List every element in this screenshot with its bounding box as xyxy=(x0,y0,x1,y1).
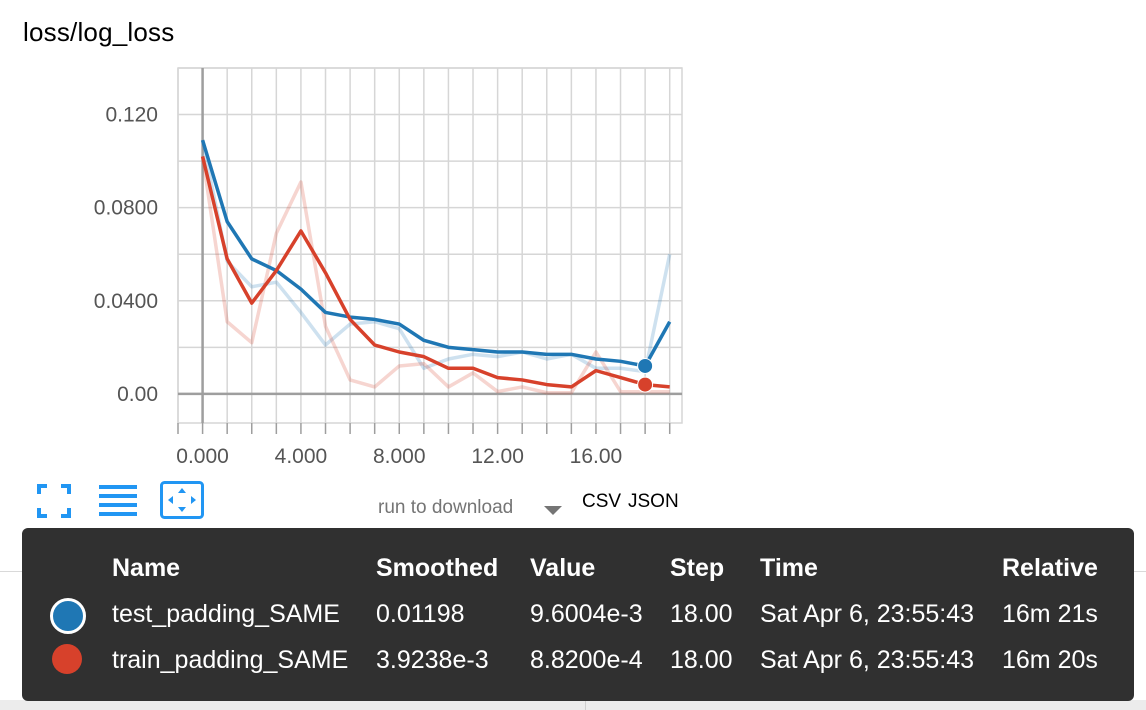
row-value: 9.6004e-3 xyxy=(530,600,643,628)
header-step: Step xyxy=(670,554,725,582)
header-time: Time xyxy=(760,554,818,582)
smoothed-series-line xyxy=(200,156,670,389)
header-value: Value xyxy=(530,554,596,582)
header-smoothed: Smoothed xyxy=(376,554,499,582)
row-name: train_padding_SAME xyxy=(112,646,349,674)
chart-series xyxy=(200,139,672,395)
row-step: 18.00 xyxy=(670,646,733,674)
row-name: test_padding_SAME xyxy=(112,600,340,628)
x-tick-label: 16.00 xyxy=(570,445,623,468)
chart-title: loss/log_loss xyxy=(23,17,175,47)
y-tick-label: 0.0800 xyxy=(94,197,158,220)
expand-icon[interactable] xyxy=(36,483,72,519)
row-smoothed: 3.9238e-3 xyxy=(376,646,489,674)
series-color-swatch xyxy=(52,644,82,674)
y-tick-label: 0.00 xyxy=(117,383,158,406)
highlight-point xyxy=(637,357,654,374)
smoothed-series-line xyxy=(200,139,672,368)
run-download-select[interactable]: run to download xyxy=(377,493,567,530)
x-tick-label: 8.000 xyxy=(373,445,426,468)
y-tick-label: 0.0400 xyxy=(94,290,158,313)
highlight-point xyxy=(637,376,654,393)
chart-plot[interactable]: 0.000 4.000 8.000 12.00 16.00 0.00 0.0400 0.080… xyxy=(0,0,1146,470)
row-time: Sat Apr 6, 23:55:43 xyxy=(760,646,975,674)
row-smoothed: 0.01198 xyxy=(376,600,465,628)
chart-axes xyxy=(177,68,682,434)
dropdown-caret-icon xyxy=(544,506,562,515)
footer-strip xyxy=(0,700,1146,710)
series-color-swatch xyxy=(50,598,86,634)
plot-border xyxy=(177,67,683,424)
header-relative: Relative xyxy=(1002,554,1098,582)
chart-tick-labels: 0.000 4.000 8.000 12.00 16.00 0.00 0.0400 0.080… xyxy=(94,104,622,468)
row-step: 18.00 xyxy=(670,600,733,628)
x-tick-label: 12.00 xyxy=(471,445,524,468)
download-csv-link[interactable]: CSV xyxy=(582,491,622,512)
download-json-link[interactable]: JSON xyxy=(628,491,679,512)
row-value: 8.8200e-4 xyxy=(530,646,643,674)
run-select-label: run to download xyxy=(378,497,514,518)
x-tick-label: 0.000 xyxy=(176,445,229,468)
data-tooltip: Name Smoothed Value Step Time Relative t… xyxy=(22,528,1134,701)
header-name: Name xyxy=(112,554,181,582)
y-tick-label: 0.120 xyxy=(105,104,158,127)
x-tick-label: 4.000 xyxy=(275,445,328,468)
fit-domain-icon[interactable] xyxy=(160,481,204,519)
row-time: Sat Apr 6, 23:55:43 xyxy=(760,600,975,628)
list-icon[interactable] xyxy=(98,483,138,519)
row-relative: 16m 20s xyxy=(1002,646,1098,674)
row-relative: 16m 21s xyxy=(1002,600,1098,628)
